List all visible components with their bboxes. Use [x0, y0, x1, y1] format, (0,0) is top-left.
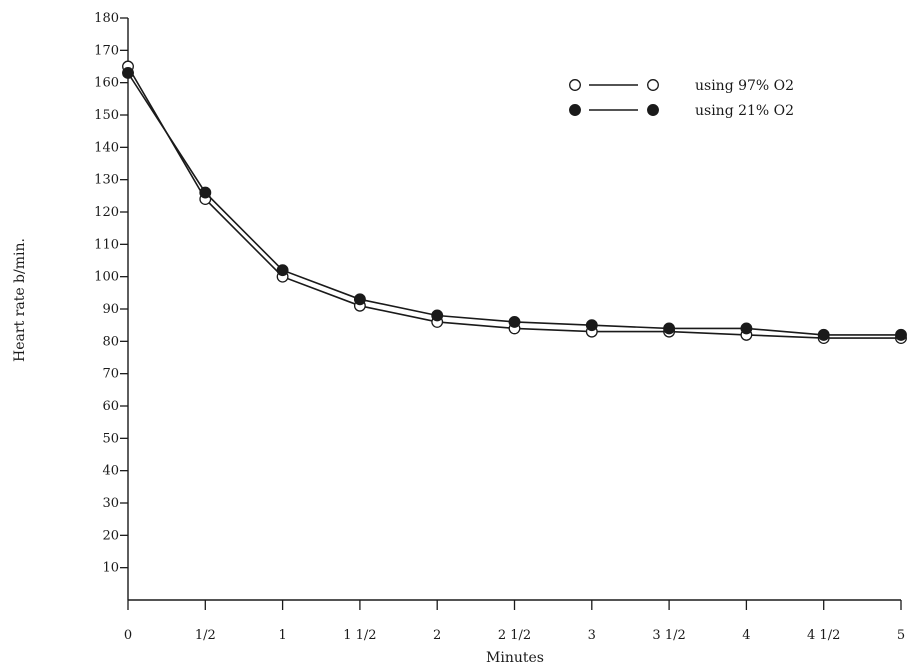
legend-label: using 97% O2 — [695, 78, 794, 94]
y-tick-label: 110 — [94, 237, 119, 252]
axes: 1020304050607080901001101201301401501601… — [12, 11, 905, 666]
x-tick-label: 2 — [433, 628, 441, 643]
x-tick-label: 4 — [742, 628, 750, 643]
x-tick-label: 1 1/2 — [343, 628, 376, 643]
y-tick-label: 50 — [102, 431, 119, 446]
filled-point — [353, 293, 366, 306]
x-tick-label: 0 — [124, 628, 132, 643]
y-tick-label: 120 — [94, 205, 119, 220]
legend-filled-marker — [647, 104, 659, 116]
y-tick-label: 80 — [102, 334, 119, 349]
filled-point — [508, 315, 521, 328]
filled-point — [585, 319, 598, 332]
filled-point — [122, 67, 134, 79]
filled-point — [276, 264, 289, 277]
x-tick-label: 3 — [588, 628, 596, 643]
filled-point — [740, 322, 753, 335]
x-tick-label: 5 — [897, 628, 905, 643]
legend-item-1: using 21% O2 — [569, 103, 794, 119]
y-tick-label: 170 — [94, 43, 119, 58]
x-tick-label: 1 — [278, 628, 286, 643]
y-tick-label: 40 — [102, 464, 119, 479]
y-tick-label: 30 — [102, 496, 119, 511]
legend-open-marker — [569, 79, 581, 91]
y-tick-label: 160 — [94, 76, 119, 91]
y-axis-title: Heart rate b/min. — [12, 238, 28, 362]
y-tick-label: 100 — [94, 270, 119, 285]
legend-filled-marker — [569, 104, 581, 116]
legend-label: using 21% O2 — [695, 103, 794, 119]
y-tick-label: 60 — [102, 399, 119, 414]
legend-open-marker — [647, 79, 659, 91]
filled-point — [895, 328, 907, 341]
series-1 — [122, 67, 907, 341]
y-tick-label: 150 — [94, 108, 119, 123]
filled-point — [663, 322, 676, 335]
y-tick-label: 20 — [102, 528, 119, 543]
x-tick-label: 2 1/2 — [498, 628, 531, 643]
x-tick-label: 1/2 — [195, 628, 216, 643]
legend: using 97% O2 using 21% O2 — [569, 78, 794, 119]
y-tick-label: 180 — [94, 11, 119, 26]
x-tick-label: 4 1/2 — [807, 628, 840, 643]
y-tick-label: 140 — [94, 140, 119, 155]
series-layer — [122, 60, 907, 345]
y-tick-label: 70 — [102, 367, 119, 382]
legend-item-0: using 97% O2 — [569, 78, 794, 94]
filled-point — [431, 309, 444, 322]
y-tick-label: 10 — [102, 561, 119, 576]
x-tick-label: 3 1/2 — [652, 628, 685, 643]
filled-point — [199, 186, 212, 199]
y-tick-label: 90 — [102, 302, 119, 317]
y-tick-label: 130 — [94, 173, 119, 188]
filled-point — [817, 328, 830, 341]
x-axis-title: Minutes — [486, 650, 544, 666]
